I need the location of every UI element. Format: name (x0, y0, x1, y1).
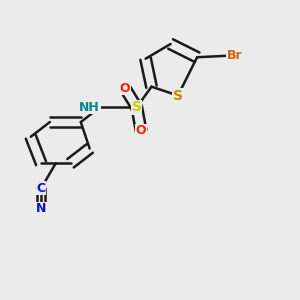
Text: N: N (36, 202, 46, 215)
Text: C: C (37, 182, 46, 195)
Text: NH: NH (79, 101, 100, 114)
Text: O: O (136, 124, 146, 137)
Text: Br: Br (226, 49, 242, 62)
Text: O: O (120, 82, 130, 95)
Text: S: S (173, 88, 183, 103)
Text: S: S (132, 100, 142, 114)
